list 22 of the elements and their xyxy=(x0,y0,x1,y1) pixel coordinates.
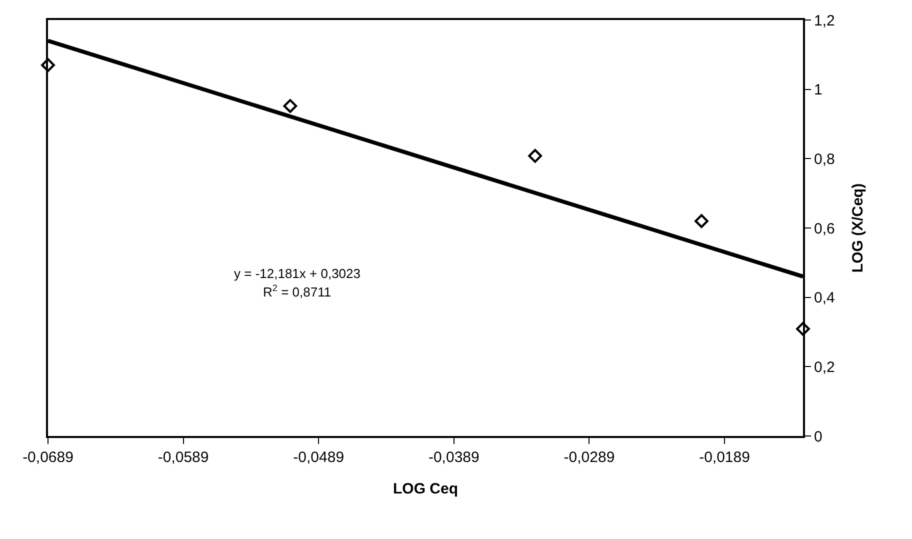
x-tick-label: -0,0689 xyxy=(22,449,74,466)
point xyxy=(694,214,708,228)
point xyxy=(41,58,55,72)
y-tick-label: 0,8 xyxy=(814,150,835,168)
annotation: R$^{2}$ = 0,8711 xyxy=(263,283,332,300)
point xyxy=(283,99,298,113)
x-tick-label: -0,0189 xyxy=(699,449,750,466)
x-tick-label: -0,0289 xyxy=(564,449,615,466)
x-tick-label: -0,0389 xyxy=(428,449,480,466)
y-tick-label: 0,2 xyxy=(814,358,835,376)
x-tick-label: -0,0589 xyxy=(158,449,209,466)
x-tick-label: -0,0489 xyxy=(293,449,344,466)
y-tick-label: 0,6 xyxy=(814,220,835,238)
y-tick-label: 1 xyxy=(814,82,822,99)
point xyxy=(796,322,810,336)
point xyxy=(528,148,542,163)
x-axis-title: LOG Ceq xyxy=(392,480,458,498)
annotation: y = -12,181x + 0,3023 xyxy=(234,266,360,281)
y-axis-title: LOG (X/Ceq) xyxy=(849,183,866,273)
y-tick-label: 0 xyxy=(814,428,822,446)
y-tick-label: 1,2 xyxy=(814,12,835,30)
y-tick-label: 0,4 xyxy=(814,290,835,307)
